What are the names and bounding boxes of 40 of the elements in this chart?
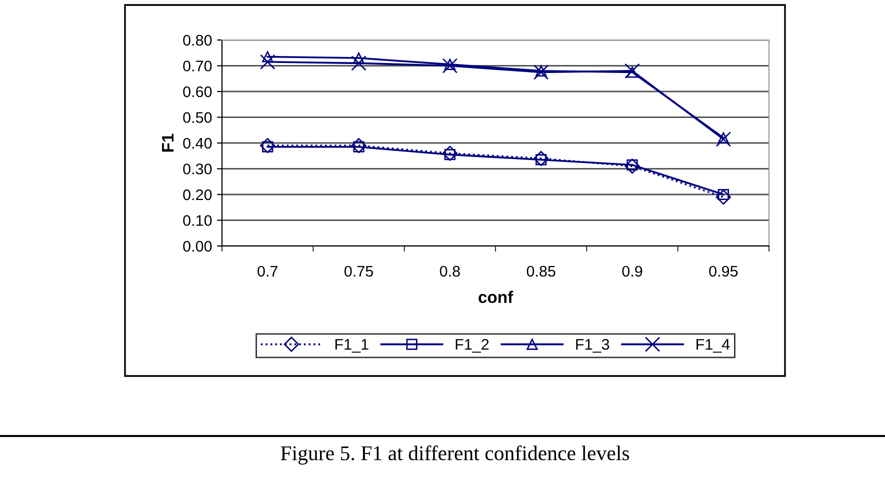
point xyxy=(442,58,458,74)
legend-label: F1_2 xyxy=(456,338,489,353)
legend-label: F1_3 xyxy=(576,338,610,353)
x-tick-label: 0.9 xyxy=(622,266,642,277)
point xyxy=(536,65,547,76)
point xyxy=(718,132,729,144)
y-tick-label: 0.00 xyxy=(183,240,212,252)
x-tick-label: 0.8 xyxy=(440,266,460,277)
y-tick-label: 0.50 xyxy=(183,112,212,123)
legend-label: F1_1 xyxy=(335,339,368,353)
y-tick-label: 0.10 xyxy=(183,215,212,226)
point xyxy=(260,138,276,154)
y-tick-label: 0.60 xyxy=(183,86,212,98)
x-tick-label: 0.85 xyxy=(526,266,556,277)
y-tick-label: 0.30 xyxy=(183,164,212,174)
point xyxy=(442,146,458,161)
point xyxy=(624,63,640,79)
x-tick-label: 0.7 xyxy=(258,266,278,277)
point xyxy=(626,66,638,78)
y-tick-label: 0.20 xyxy=(183,189,212,200)
point xyxy=(624,158,640,174)
point xyxy=(351,138,366,154)
legend-label: F1_4 xyxy=(696,339,730,353)
x-tick-label: 0.95 xyxy=(709,266,738,277)
point xyxy=(444,58,456,70)
x-tick-label: 0.75 xyxy=(344,266,373,277)
y-axis-title: F1 xyxy=(162,134,174,152)
point xyxy=(260,54,276,70)
y-tick-label: 0.80 xyxy=(183,34,212,46)
y-tick-label: 0.40 xyxy=(183,138,212,149)
point xyxy=(262,51,274,62)
point xyxy=(534,150,549,166)
point xyxy=(353,52,364,64)
point xyxy=(716,190,731,205)
x-axis-title: conf xyxy=(478,290,514,304)
point xyxy=(716,132,732,147)
point xyxy=(533,64,549,80)
y-tick-label: 0.70 xyxy=(183,60,212,72)
point xyxy=(351,56,366,71)
caption: Figure 5. F1 at different confidence levels xyxy=(280,445,630,465)
